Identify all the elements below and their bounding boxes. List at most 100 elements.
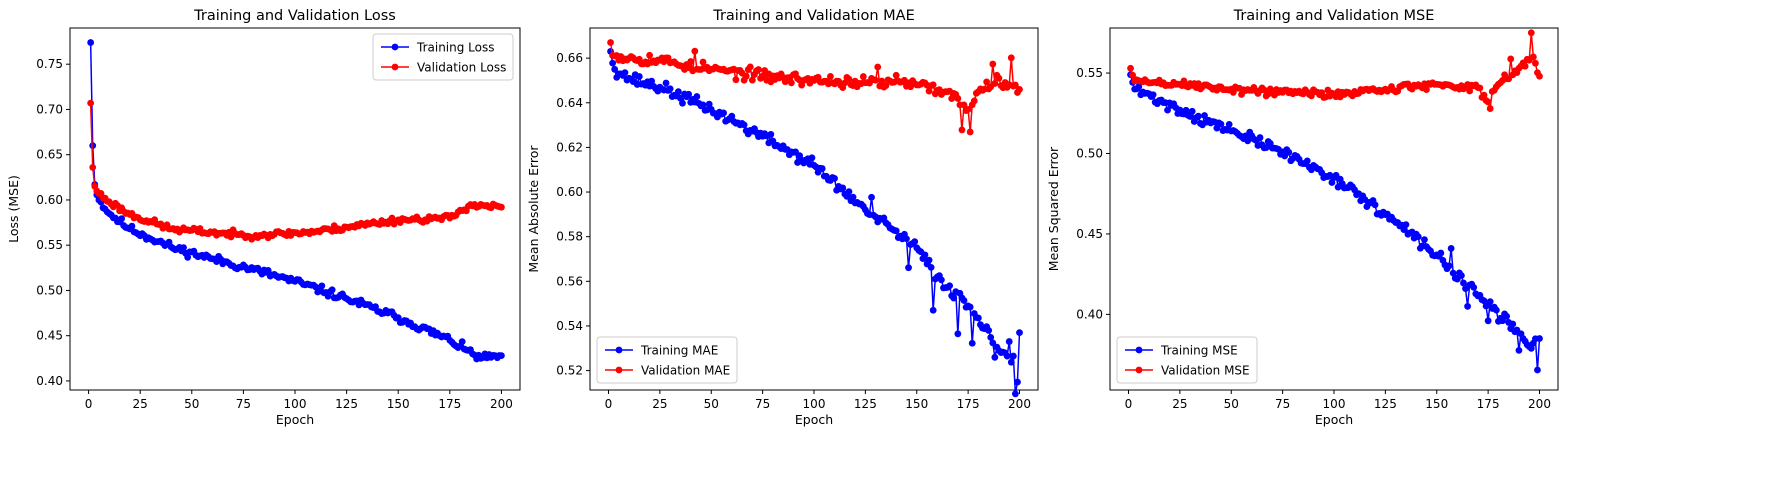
data-point <box>892 71 900 79</box>
data-point <box>882 82 890 89</box>
data-point <box>950 294 958 302</box>
data-point <box>1482 302 1490 310</box>
data-point <box>964 106 972 113</box>
data-point <box>1529 53 1537 61</box>
x-tick-label: 175 <box>1477 397 1500 411</box>
data-point <box>312 283 320 291</box>
data-point <box>1445 262 1453 270</box>
y-tick-label: 0.60 <box>36 193 63 207</box>
y-axis-label: Mean Absolute Error <box>526 145 541 273</box>
x-tick-label: 200 <box>490 397 513 411</box>
x-tick-label: 0 <box>85 397 93 411</box>
data-point <box>1515 346 1523 354</box>
data-point <box>1127 64 1134 72</box>
data-point <box>1531 59 1539 67</box>
y-tick-label: 0.56 <box>556 274 583 288</box>
data-point <box>966 128 974 136</box>
legend-box <box>1116 336 1258 384</box>
legend-label: Training Loss <box>416 41 494 55</box>
data-point <box>1016 329 1023 337</box>
legend-box <box>596 336 738 384</box>
axes-frame <box>69 27 521 391</box>
data-point <box>892 227 900 235</box>
data-point <box>903 235 910 243</box>
data-point <box>958 126 966 134</box>
data-point <box>929 81 937 89</box>
data-point <box>621 69 629 76</box>
y-tick-label: 0.55 <box>1076 66 1103 80</box>
data-point <box>1285 148 1293 156</box>
data-point <box>1201 112 1208 119</box>
data-point <box>925 256 933 264</box>
data-point <box>87 99 95 107</box>
data-point <box>674 88 682 96</box>
data-point <box>1423 86 1430 93</box>
x-tick-label: 150 <box>1425 397 1448 411</box>
legend-label: Training MSE <box>1160 344 1238 358</box>
data-point <box>1466 87 1474 95</box>
data-point <box>458 338 466 346</box>
data-point <box>1470 283 1478 291</box>
y-tick-label: 0.66 <box>556 51 583 65</box>
data-point <box>128 222 136 230</box>
x-tick-label: 75 <box>755 397 770 411</box>
data-point <box>983 78 991 86</box>
data-point <box>1194 112 1202 120</box>
legend-marker <box>391 63 399 71</box>
x-tick-label: 100 <box>1323 397 1346 411</box>
data-point <box>498 352 505 360</box>
data-point <box>1256 134 1264 141</box>
data-point <box>1188 107 1196 115</box>
data-point <box>740 121 748 129</box>
data-point <box>1480 297 1488 305</box>
data-point <box>685 90 693 98</box>
data-point <box>954 330 962 338</box>
data-point <box>1536 72 1543 80</box>
data-point <box>1129 71 1137 79</box>
legend-marker <box>1135 346 1143 354</box>
data-point <box>1244 137 1252 145</box>
chart-panel-3: 0 25 50 75 100 125 150 175 200 0.40 0.45 0.50 0.55 Tr… <box>1046 8 1559 427</box>
data-point <box>732 76 740 84</box>
data-point <box>1186 113 1194 120</box>
data-point <box>872 76 880 84</box>
data-point <box>946 282 954 290</box>
data-point <box>954 95 962 102</box>
y-axis-label: Mean Squared Error <box>1046 146 1061 271</box>
data-point <box>1484 98 1492 106</box>
y-tick-label: 0.50 <box>36 283 63 297</box>
series-training-mse <box>1127 71 1543 374</box>
data-point <box>662 79 670 87</box>
data-point <box>874 63 882 71</box>
x-axis-label: Epoch <box>276 412 314 427</box>
data-point <box>748 76 756 84</box>
chart-panel-1: 0 25 50 75 100 125 150 175 200 0.40 0.45 0.50 0.55 0.… <box>6 8 521 427</box>
data-point <box>318 282 326 290</box>
data-point <box>831 174 838 182</box>
y-tick-label: 0.64 <box>556 96 583 110</box>
data-point <box>1460 279 1467 287</box>
x-tick-label: 150 <box>387 397 410 411</box>
data-point <box>609 59 617 67</box>
x-tick-label: 125 <box>854 397 877 411</box>
data-point <box>1135 83 1143 91</box>
data-point <box>1527 344 1535 352</box>
x-axis-label: Epoch <box>1315 412 1353 427</box>
x-tick-label: 125 <box>1374 397 1397 411</box>
data-point <box>648 77 656 85</box>
data-point <box>118 215 126 223</box>
data-point <box>1414 233 1422 241</box>
y-tick-label: 0.65 <box>36 148 63 162</box>
x-tick-label: 50 <box>184 397 199 411</box>
data-point <box>742 72 750 80</box>
series-validation-mae <box>607 39 1023 136</box>
data-point <box>1503 312 1511 320</box>
y-tick-label: 0.58 <box>556 230 583 244</box>
chart-title: Training and Validation Loss <box>193 8 396 24</box>
data-point <box>1371 201 1379 209</box>
data-point <box>859 73 867 80</box>
series-validation-mse <box>1127 29 1543 112</box>
data-point <box>184 253 192 261</box>
legend-label: Validation MSE <box>1161 364 1250 378</box>
